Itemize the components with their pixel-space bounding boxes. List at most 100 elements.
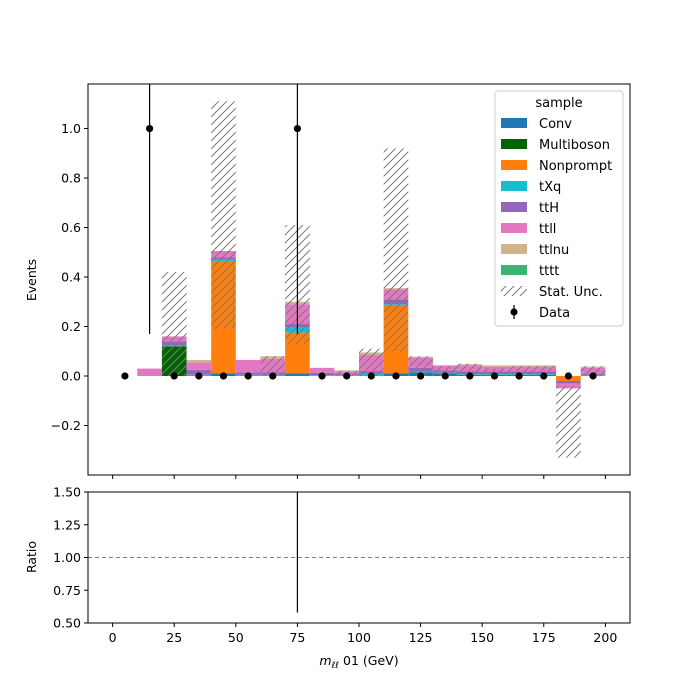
stat-unc-band bbox=[161, 272, 187, 377]
bar-ttll bbox=[309, 367, 335, 373]
main-y-tick-label: 0.4 bbox=[61, 270, 81, 285]
ratio-x-tick-label: 0 bbox=[109, 630, 117, 645]
stat-unc-band bbox=[211, 101, 236, 329]
stat-unc-band bbox=[482, 368, 507, 377]
legend-swatch-txq bbox=[501, 181, 527, 191]
stat-unc-band bbox=[506, 366, 532, 377]
ratio-x-tick-label: 75 bbox=[289, 630, 305, 645]
legend-label: ttH bbox=[539, 201, 559, 216]
x-axis-label-sub: ℓℓ bbox=[331, 661, 339, 671]
legend-swatch-ttll bbox=[501, 223, 527, 233]
ratio-y-tick-label: 1.00 bbox=[53, 550, 81, 565]
data-point bbox=[367, 372, 375, 380]
legend-swatch-tttt bbox=[501, 265, 527, 275]
bar-ttlnu bbox=[531, 365, 557, 367]
stat-unc-band bbox=[531, 366, 557, 377]
legend-label: Multiboson bbox=[539, 138, 610, 153]
ratio-x-tick-label: 50 bbox=[228, 630, 244, 645]
legend-swatch-tth bbox=[501, 202, 527, 212]
data-point bbox=[293, 124, 302, 133]
data-point bbox=[540, 372, 548, 380]
legend-label: Stat. Unc. bbox=[539, 285, 603, 300]
legend-label: tXq bbox=[539, 180, 561, 195]
data-point bbox=[195, 372, 203, 380]
data-point bbox=[269, 372, 277, 380]
bar-ttlnu bbox=[482, 365, 507, 367]
legend-label: Data bbox=[539, 306, 570, 321]
ratio-x-tick-label: 200 bbox=[593, 630, 617, 645]
legend-label: Nonprompt bbox=[539, 159, 612, 174]
main-y-tick-label: 0.2 bbox=[61, 319, 81, 334]
data-point bbox=[490, 372, 499, 380]
legend-label: ttlnu bbox=[539, 243, 569, 258]
data-points bbox=[121, 84, 597, 380]
ratio-y-tick-label: 1.25 bbox=[53, 517, 81, 532]
data-point bbox=[564, 372, 573, 380]
legend-swatch-ttlnu bbox=[501, 244, 527, 254]
legend-label: ttll bbox=[539, 222, 556, 237]
data-point bbox=[466, 372, 474, 380]
main-y-tick-label: 0.8 bbox=[61, 171, 81, 186]
ratio-x-tick-label: 25 bbox=[166, 630, 182, 645]
ratio-y-tick-label: 0.75 bbox=[53, 583, 81, 598]
legend-title: sample bbox=[535, 96, 582, 111]
data-point bbox=[515, 372, 523, 380]
data-point bbox=[392, 372, 400, 380]
ratio-y-tick-label: 0.50 bbox=[53, 616, 81, 631]
stat-unc-band bbox=[556, 385, 581, 458]
main-y-tick-label: 0.0 bbox=[61, 369, 81, 384]
bar-conv bbox=[285, 373, 310, 377]
main-y-axis-label: Events bbox=[24, 259, 39, 301]
data-point bbox=[441, 372, 449, 380]
ratio-x-tick-label: 175 bbox=[532, 630, 556, 645]
bar-ttlnu bbox=[334, 370, 359, 372]
data-point bbox=[244, 372, 252, 380]
ratio-plot: 0.50 0.75 1.00 1.25 1.50 0 25 50 75 100 125 150 175… bbox=[24, 485, 631, 671]
legend-swatch-multiboson bbox=[501, 139, 527, 149]
stat-unc-band bbox=[408, 356, 433, 377]
bar-ttll bbox=[137, 368, 162, 377]
ratio-plot-frame bbox=[87, 491, 631, 624]
bar-ttll bbox=[235, 359, 261, 373]
legend-swatch-data-marker bbox=[510, 308, 518, 316]
legend-label: tttt bbox=[539, 264, 559, 279]
ratio-x-ticks: 0 25 50 75 100 125 150 175 200 bbox=[109, 623, 617, 645]
bar-ttll bbox=[556, 383, 581, 389]
stat-unc-band bbox=[260, 356, 286, 377]
legend: sample Conv Multiboson Nonprompt tXq ttH ttll… bbox=[494, 90, 624, 327]
legend-swatch-conv bbox=[501, 118, 527, 128]
main-plot: −0.2 0.0 0.2 0.4 0.6 0.8 1.0 Events bbox=[24, 83, 631, 479]
bar-tth bbox=[556, 380, 581, 384]
x-axis-label-rest: 01 (GeV) bbox=[339, 653, 399, 668]
x-axis-label-var: m bbox=[319, 653, 331, 668]
ratio-x-tick-label: 125 bbox=[409, 630, 433, 645]
data-point bbox=[145, 124, 154, 133]
legend-swatch-stat-unc bbox=[501, 286, 527, 296]
ratio-x-tick-label: 100 bbox=[347, 630, 371, 645]
main-y-ticks: −0.2 0.0 0.2 0.4 0.6 0.8 1.0 bbox=[51, 121, 88, 433]
data-point bbox=[416, 372, 425, 380]
data-point bbox=[343, 372, 351, 380]
data-point bbox=[589, 372, 597, 380]
data-point bbox=[318, 372, 326, 380]
stat-unc-band bbox=[383, 148, 409, 352]
stat-unc-band bbox=[359, 348, 384, 377]
ratio-y-ticks: 0.50 0.75 1.00 1.25 1.50 bbox=[53, 485, 88, 631]
ratio-y-axis-label: Ratio bbox=[24, 541, 39, 573]
main-y-tick-label: 0.6 bbox=[61, 220, 81, 235]
data-point bbox=[219, 372, 228, 380]
bar-tth bbox=[186, 369, 212, 375]
bar-ttlnu bbox=[186, 359, 212, 363]
legend-label: Conv bbox=[539, 117, 572, 132]
stat-unc-band bbox=[432, 366, 458, 377]
bar-ttlnu bbox=[506, 365, 532, 367]
legend-swatch-nonprompt bbox=[501, 160, 527, 170]
bar-ttll bbox=[186, 362, 212, 370]
ratio-x-tick-label: 150 bbox=[470, 630, 494, 645]
stat-unc-band bbox=[457, 363, 483, 377]
main-y-tick-label: 1.0 bbox=[61, 121, 81, 136]
main-y-tick-label: −0.2 bbox=[51, 418, 81, 433]
ratio-y-tick-label: 1.50 bbox=[53, 485, 81, 500]
data-point bbox=[170, 372, 178, 380]
x-axis-label: mℓℓ 01 (GeV) bbox=[319, 653, 398, 671]
